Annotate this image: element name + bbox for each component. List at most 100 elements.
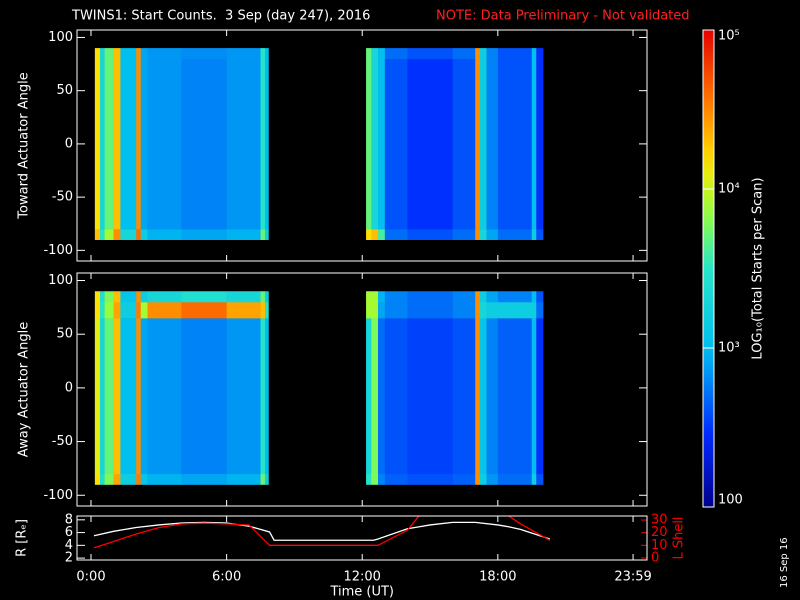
y2-tick-label: 30 xyxy=(651,513,668,528)
heat-cell xyxy=(378,291,386,303)
heat-cell xyxy=(120,318,137,475)
series-line xyxy=(508,516,551,541)
heat-cell xyxy=(147,301,182,319)
x-tick-label: 23:59 xyxy=(614,570,651,585)
heat-cell xyxy=(100,58,105,76)
heat-cell xyxy=(181,229,227,241)
heat-cell xyxy=(136,74,142,230)
heat-cell xyxy=(407,291,453,303)
heat-cell xyxy=(94,318,101,475)
heat-cell xyxy=(265,318,269,475)
heat-cell xyxy=(265,74,269,230)
heat-cell xyxy=(384,74,408,230)
heat-cell xyxy=(260,48,266,60)
y2-tick-label: 20 xyxy=(651,525,668,540)
heat-cell xyxy=(94,291,101,303)
x-tick-label: 6:00 xyxy=(212,570,241,585)
heat-cell xyxy=(260,74,266,230)
y-tick-label: 2 xyxy=(65,551,73,566)
heat-cell xyxy=(479,74,487,230)
heat-cell xyxy=(140,301,148,319)
heat-cell xyxy=(486,58,499,76)
heat-cell xyxy=(536,48,544,60)
heat-cell xyxy=(226,48,261,60)
heat-cell xyxy=(371,74,379,230)
heat-cell xyxy=(226,318,261,475)
heat-cell xyxy=(265,301,269,319)
heat-cell xyxy=(366,301,372,319)
heat-cell xyxy=(100,48,105,60)
heat-cell xyxy=(120,48,137,60)
heat-cell xyxy=(100,473,105,485)
heat-cell xyxy=(140,229,148,241)
heat-cell xyxy=(260,473,266,485)
heat-cell xyxy=(486,291,499,303)
heat-cell xyxy=(536,74,544,230)
heat-cell xyxy=(452,301,476,319)
note: NOTE: Data Preliminary - Not validated xyxy=(436,9,690,24)
heat-cell xyxy=(100,291,105,303)
heat-cell xyxy=(113,48,121,60)
heat-cell xyxy=(378,58,386,76)
heat-cell xyxy=(104,58,114,76)
heat-cell xyxy=(371,301,379,319)
heat-cell xyxy=(531,473,537,485)
heat-cell xyxy=(113,318,121,475)
heat-cell xyxy=(136,229,142,241)
heat-cell xyxy=(452,229,476,241)
x-tick-label: 18:00 xyxy=(479,570,516,585)
heat-cell xyxy=(497,301,533,319)
heat-cell xyxy=(120,74,137,230)
heat-cell xyxy=(226,291,261,303)
heat-cell xyxy=(100,318,105,475)
heat-cell xyxy=(384,473,408,485)
x-label: Time (UT) xyxy=(329,585,394,600)
heat-cell xyxy=(181,318,227,475)
y-tick-label: -100 xyxy=(43,488,73,503)
heat-cell xyxy=(147,58,182,76)
heat-cell xyxy=(531,291,537,303)
panel-frame xyxy=(76,515,648,561)
heat-cell xyxy=(486,301,499,319)
y-tick-label: 50 xyxy=(56,83,73,98)
heat-cell xyxy=(371,58,379,76)
heat-cell xyxy=(371,318,379,475)
heat-cell xyxy=(113,473,121,485)
heat-cell xyxy=(100,74,105,230)
heat-cell xyxy=(479,48,487,60)
heat-cell xyxy=(497,473,533,485)
heat-cell xyxy=(452,318,476,475)
heat-cell xyxy=(531,301,537,319)
y2-tick-label: 10 xyxy=(651,538,668,553)
heat-cell xyxy=(94,58,101,76)
date-stamp: 16 Sep 16 xyxy=(779,537,790,588)
heat-cell xyxy=(479,58,487,76)
heat-cell xyxy=(371,473,379,485)
heat-cell xyxy=(475,58,481,76)
heat-cell xyxy=(113,301,121,319)
colorbar-tick-label: 10⁴ xyxy=(718,182,740,197)
heat-cell xyxy=(497,291,533,303)
heat-cell xyxy=(140,473,148,485)
heat-cell xyxy=(104,48,114,60)
heat-cell xyxy=(265,229,269,241)
heat-cell xyxy=(181,473,227,485)
y-tick-label: 8 xyxy=(65,512,73,527)
heat-cell xyxy=(226,229,261,241)
heat-cell xyxy=(113,229,121,241)
heat-cell xyxy=(366,291,372,303)
x-tick-label: 0:00 xyxy=(76,570,105,585)
heat-cell xyxy=(104,74,114,230)
heat-cell xyxy=(378,48,386,60)
heat-cell xyxy=(120,473,137,485)
y2-label: L Shell xyxy=(672,516,687,559)
heat-cell xyxy=(265,291,269,303)
heat-cell xyxy=(136,473,142,485)
heat-cell xyxy=(366,48,372,60)
heat-cell xyxy=(104,473,114,485)
heat-cell xyxy=(475,74,481,230)
heat-cell xyxy=(104,318,114,475)
y-label: Toward Actuator Angle xyxy=(17,72,32,219)
heat-cell xyxy=(147,48,182,60)
heat-cell xyxy=(120,291,137,303)
